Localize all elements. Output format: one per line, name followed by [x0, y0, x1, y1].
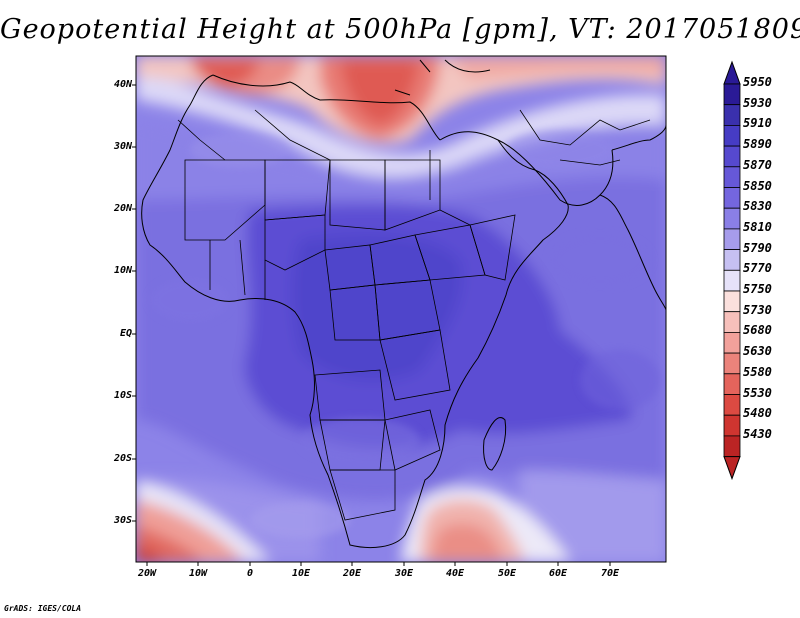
lon-label: 50E	[497, 568, 517, 579]
colorbar-bottom-arrow	[723, 456, 741, 481]
colorbar-level-label: 5750	[743, 282, 772, 296]
grads-credit: GrADS: IGES/COLA	[4, 604, 82, 613]
colorbar-level-label: 5810	[743, 219, 772, 234]
colorbar-level-label: 5850	[743, 178, 772, 193]
lat-label: 20N	[113, 203, 132, 214]
colorbar-swatch	[723, 207, 741, 230]
colorbar-swatch	[723, 352, 741, 375]
colorbar-level-label: 5580	[743, 364, 772, 379]
lon-label: 20W	[137, 568, 157, 579]
geopotential-field	[136, 56, 666, 562]
colorbar-swatch	[723, 331, 741, 354]
colorbar-level-label: 5910	[743, 116, 772, 131]
colorbar	[723, 60, 741, 481]
lat-label: 40N	[113, 79, 132, 90]
colorbar-level-label: 5430	[743, 426, 772, 441]
colorbar-level-label: 5730	[743, 302, 772, 317]
colorbar-level-label: 5870	[743, 157, 772, 172]
lat-label: 20S	[113, 453, 132, 464]
colorbar-swatch	[723, 125, 741, 147]
colorbar-level-label: 5890	[743, 137, 772, 152]
lat-label: EQ	[119, 328, 132, 339]
lon-label: 60E	[548, 568, 568, 579]
colorbar-swatch	[723, 311, 741, 333]
colorbar-swatch	[723, 373, 741, 395]
colorbar-swatch	[723, 166, 741, 188]
country-borders	[177, 109, 651, 521]
colorbar-top-arrow	[723, 60, 741, 85]
colorbar-swatch	[723, 228, 741, 250]
colorbar-swatch	[723, 269, 741, 292]
colorbar-swatch	[723, 249, 741, 271]
lon-label: 10W	[188, 568, 208, 579]
lat-label: 10N	[113, 265, 132, 276]
lon-label: 30E	[394, 568, 414, 579]
colorbar-level-label: 5630	[743, 344, 772, 359]
colorbar-level-label: 5530	[743, 385, 772, 400]
colorbar-swatch	[723, 394, 741, 416]
lon-label: 0	[246, 568, 254, 579]
colorbar-level-label: 5770	[743, 261, 772, 276]
colorbar-level-label: 5950	[743, 75, 772, 89]
colorbar-swatch	[723, 414, 741, 437]
colorbar-swatch	[723, 290, 741, 313]
colorbar-level-label: 5830	[743, 199, 772, 214]
colorbar-level-label: 5480	[743, 406, 772, 421]
lat-label: 10S	[113, 390, 132, 401]
colorbar-level-label: 5790	[743, 240, 772, 255]
lat-label: 30S	[113, 515, 132, 526]
lat-label: 30N	[113, 141, 132, 152]
colorbar-swatch	[723, 83, 741, 106]
lon-label: 70E	[600, 568, 620, 579]
colorbar-swatch	[723, 187, 741, 209]
colorbar-swatch	[723, 104, 741, 126]
lon-label: 40E	[445, 568, 465, 579]
lon-label: 20E	[342, 568, 362, 579]
colorbar-swatch	[723, 435, 741, 457]
map-title: Geopotential Height at 500hPa [gpm], VT:…	[0, 14, 800, 45]
colorbar-level-label: 5930	[743, 95, 772, 110]
coastlines	[141, 59, 666, 548]
colorbar-swatch	[723, 145, 741, 168]
colorbar-level-label: 5680	[743, 323, 772, 338]
lon-label: 10E	[291, 568, 311, 579]
